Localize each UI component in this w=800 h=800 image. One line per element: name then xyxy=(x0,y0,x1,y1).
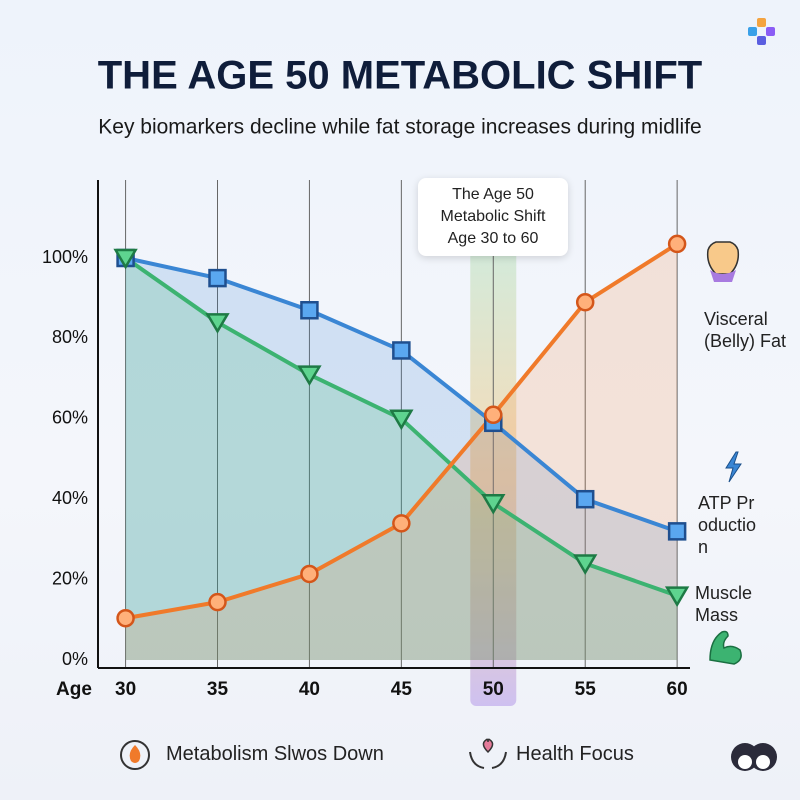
y-tick-label: 100% xyxy=(42,247,88,267)
footer-icon-fire xyxy=(120,740,150,770)
x-tick-label: 60 xyxy=(667,679,688,700)
y-tick-label: 80% xyxy=(52,327,88,347)
footer-icon-heart xyxy=(469,738,507,769)
series-area xyxy=(125,258,678,660)
y-tick-label: 40% xyxy=(52,488,88,508)
x-tick-label: 40 xyxy=(299,679,320,700)
marker xyxy=(392,514,411,533)
x-axis-label: Age xyxy=(56,679,92,700)
footer-item: Health Focus xyxy=(516,743,634,765)
y-tick-label: 60% xyxy=(52,408,88,428)
marker xyxy=(575,489,595,509)
series-label: Visceral (Belly) Fat xyxy=(704,309,787,351)
series-label: ATP Production xyxy=(698,493,757,557)
x-tick-label: 50 xyxy=(483,679,504,700)
marker xyxy=(667,522,687,541)
marker xyxy=(392,341,411,360)
series-area xyxy=(125,243,678,660)
chart-title: THE AGE 50 METABOLIC SHIFT xyxy=(98,54,702,98)
marker xyxy=(297,365,322,387)
marker xyxy=(208,592,227,612)
marker xyxy=(113,248,138,270)
marker xyxy=(389,409,414,431)
marker xyxy=(573,554,598,575)
series-label: Muscle Mass xyxy=(695,583,753,625)
chart-subtitle: Key biomarkers decline while fat storage… xyxy=(98,116,701,139)
marker xyxy=(208,268,227,288)
marker xyxy=(575,292,595,312)
annotation-line: Age 30 to 60 xyxy=(447,230,539,247)
footer-item: Metabolism Slwos Down xyxy=(166,743,384,765)
annotation-box: The Age 50 Metabolic Shift Age 30 to 60 xyxy=(418,178,568,256)
marker xyxy=(484,405,503,425)
marker xyxy=(667,234,687,254)
annotation-line: Metabolic Shift xyxy=(440,208,546,225)
marker xyxy=(664,586,690,608)
icon-muscle xyxy=(709,630,742,665)
icon-bolt xyxy=(725,451,742,483)
y-tick-label: 20% xyxy=(52,568,88,588)
y-tick-label: 0% xyxy=(62,649,88,669)
x-tick-label: 35 xyxy=(207,679,229,700)
annotation-line: The Age 50 xyxy=(452,186,534,203)
x-tick-label: 30 xyxy=(115,679,136,700)
logo-bottom xyxy=(731,743,777,771)
marker xyxy=(300,301,319,320)
logo xyxy=(748,18,775,45)
marker xyxy=(205,313,230,334)
series-area xyxy=(125,258,678,660)
marker xyxy=(116,608,135,628)
x-tick-label: 55 xyxy=(575,679,597,700)
marker xyxy=(481,493,506,515)
x-tick-label: 45 xyxy=(391,679,413,700)
icon-belly xyxy=(706,241,740,282)
marker xyxy=(300,564,319,584)
